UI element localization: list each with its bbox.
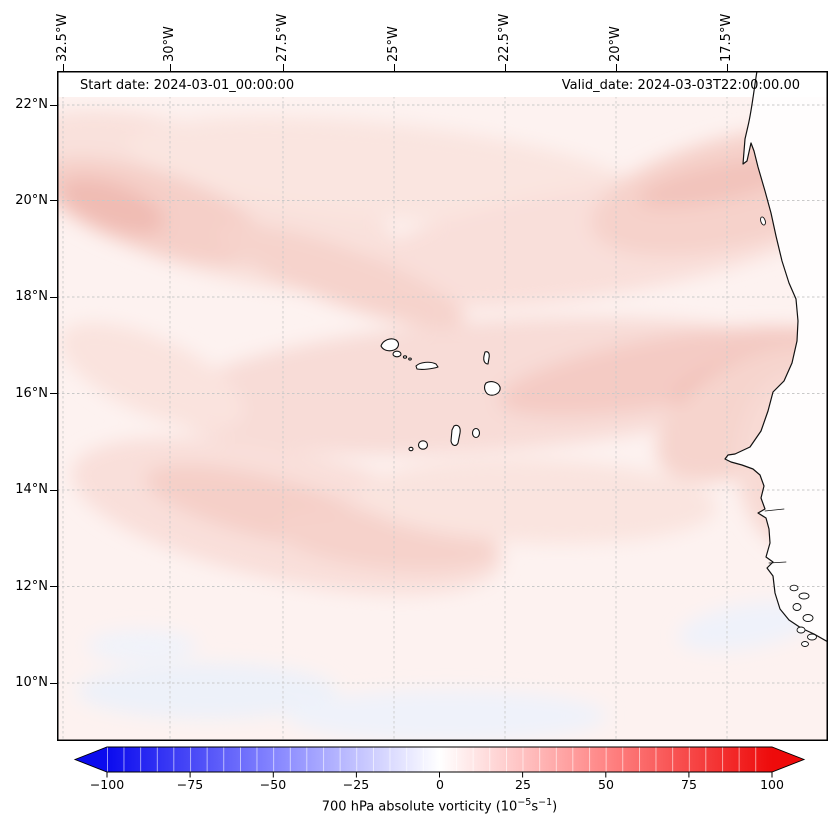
island-sao-vicente	[392, 350, 402, 358]
lat-tick	[50, 105, 57, 106]
lat-tick	[50, 393, 57, 394]
title-valid-date: Valid_date: 2024-03-03T22:00:00.00	[561, 78, 800, 93]
lon-tick-label: 17.5°W	[719, 13, 734, 62]
island-santo-antao	[380, 338, 399, 352]
title-band	[57, 71, 828, 97]
colorbar-segments	[107, 747, 772, 772]
lat-tick-label: 18°N	[15, 289, 48, 304]
lat-tick	[50, 297, 57, 298]
title-start-date: Start date: 2024-03-01_00:00:00	[80, 78, 295, 93]
island-santiago	[450, 424, 461, 446]
colorbar-tick-label: −100	[89, 777, 125, 792]
island-fogo	[417, 440, 429, 450]
lat-tick	[50, 683, 57, 684]
lon-tick	[283, 64, 284, 71]
river-inlets	[764, 508, 787, 564]
lat-tick-label: 12°N	[15, 579, 48, 594]
island-maio	[471, 427, 481, 439]
colorbar-tick-label: −75	[176, 777, 204, 792]
lon-tick-label: 25°W	[386, 26, 401, 62]
lon-tick	[170, 64, 171, 71]
colorbar-ticks	[106, 772, 773, 778]
lat-tick	[50, 586, 57, 587]
gridlines	[57, 71, 828, 741]
lon-tick	[63, 64, 64, 71]
colorbar-tick-label: 75	[681, 777, 697, 792]
lat-tick-label: 14°N	[15, 482, 48, 497]
lon-tick-label: 20°W	[608, 26, 623, 62]
lat-tick-label: 22°N	[15, 97, 48, 112]
lon-tick-label: 27.5°W	[275, 13, 290, 62]
cape-verde-islands	[380, 338, 501, 452]
africa-landmass	[725, 71, 828, 642]
coastline	[724, 71, 828, 643]
colorbar-tick-label: 0	[436, 777, 444, 792]
colorbar-label-mid: s	[531, 799, 539, 815]
lon-tick-label: 30°W	[162, 26, 177, 62]
island-santa-luzia	[402, 355, 408, 359]
coastal-islands	[760, 216, 817, 647]
lon-tick	[394, 64, 395, 71]
island-sal	[483, 351, 490, 365]
island-brava	[408, 446, 414, 452]
lon-tick	[505, 64, 506, 71]
colorbar-label-exp1: −5	[517, 797, 532, 808]
lat-tick-label: 10°N	[15, 675, 48, 690]
map-plot	[57, 71, 828, 741]
colorbar-label: 700 hPa absolute vorticity (10−5s−1)	[107, 797, 772, 814]
colorbar-tick-label: −50	[259, 777, 287, 792]
map-frame	[57, 71, 828, 741]
lon-tick	[727, 64, 728, 71]
colorbar-tick-label: −25	[342, 777, 370, 792]
colorbar-label-prefix: 700 hPa absolute vorticity (10	[321, 799, 518, 815]
lat-tick-label: 20°N	[15, 193, 48, 208]
colorbar-tick-label: 100	[760, 777, 784, 792]
colorbar-tick-label: 50	[598, 777, 614, 792]
colorbar-label-suffix: )	[552, 799, 558, 815]
lon-tick	[616, 64, 617, 71]
island-islet	[408, 357, 412, 361]
lat-tick-label: 16°N	[15, 386, 48, 401]
lat-tick	[50, 490, 57, 491]
lon-tick-label: 22.5°W	[497, 13, 512, 62]
island-boa-vista	[484, 381, 501, 396]
colorbar-tick-label: 25	[515, 777, 531, 792]
colorbar-label-exp2: −1	[538, 797, 553, 808]
lon-tick-label: 32.5°W	[55, 13, 70, 62]
lat-tick	[50, 200, 57, 201]
colorbar	[73, 746, 806, 778]
island-sao-nicolau	[415, 361, 439, 370]
